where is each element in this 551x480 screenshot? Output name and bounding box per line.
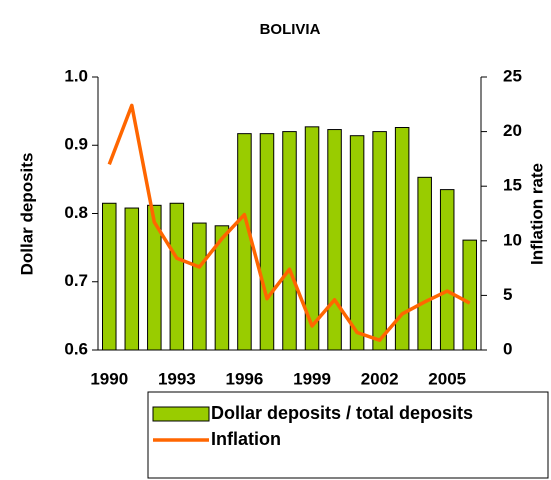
bar	[372, 131, 387, 351]
x-tick-label: 1999	[293, 369, 331, 388]
bar	[282, 131, 297, 351]
y2-tick-label: 25	[503, 66, 522, 85]
chart-title: BOLIVIA	[260, 21, 321, 38]
bar	[462, 239, 477, 351]
bar	[192, 222, 207, 351]
x-tick-label: 2002	[361, 369, 399, 388]
bar	[124, 207, 140, 351]
bar	[237, 133, 252, 351]
y-tick-label: 0.8	[64, 203, 88, 222]
bar	[417, 176, 432, 351]
bar	[349, 135, 365, 351]
legend-label: Dollar deposits / total deposits	[211, 403, 473, 423]
x-tick-label: 1990	[90, 369, 128, 388]
x-tick-label: 2005	[428, 369, 466, 388]
bar	[259, 133, 275, 351]
legend-box	[147, 391, 549, 479]
legend-label: Inflation	[211, 429, 281, 449]
bar	[102, 202, 117, 351]
bar	[439, 189, 455, 351]
y2-axis-label: Inflation rate	[527, 163, 546, 265]
legend-swatch	[152, 406, 210, 422]
y2-tick-label: 0	[503, 339, 512, 358]
bar	[169, 202, 185, 351]
y2-tick-label: 15	[503, 176, 522, 195]
x-tick-label: 1996	[226, 369, 264, 388]
y-tick-label: 0.6	[64, 339, 88, 358]
line	[107, 103, 471, 342]
y-tick-label: 0.9	[64, 135, 88, 154]
y-tick-label: 0.7	[64, 271, 88, 290]
y2-tick-label: 10	[503, 230, 522, 249]
bar	[327, 129, 342, 351]
y-axis-label: Dollar deposits	[17, 153, 36, 276]
y2-tick-label: 20	[503, 121, 522, 140]
y2-tick-label: 5	[503, 285, 512, 304]
y-tick-label: 1.0	[64, 66, 88, 85]
x-tick-label: 1993	[158, 369, 196, 388]
